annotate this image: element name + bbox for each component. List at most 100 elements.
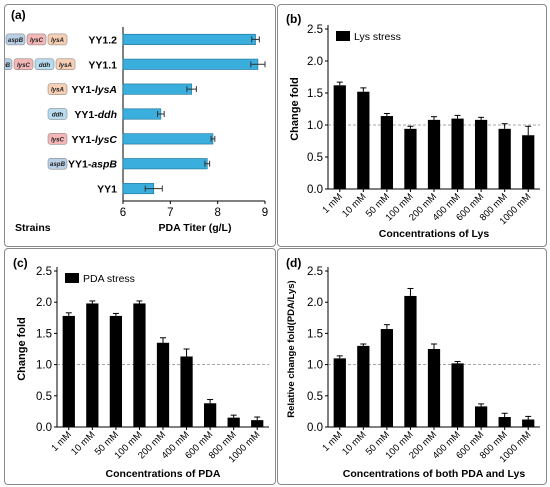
x-tick-label-10-mm: 10 mM (340, 191, 368, 219)
y-tick-label: 2.5 (36, 266, 52, 278)
panel-label: (d) (286, 256, 301, 270)
panel-c-pda-stress-chart: (c) 0.0 0.5 1.0 1.5 2.0 2.5 Change fold 1 mM 10 m… (4, 248, 276, 485)
bar-200-mm (156, 342, 170, 427)
strains-bar-chart: (a) 6 7 8 9 Strains PDA Titer (g/L) YY1.2 aspB ly… (5, 8, 268, 234)
x-axis-title: Concentrations of Lys (379, 228, 490, 240)
bar-100-mm (133, 303, 146, 427)
y-axis-title: Relative change fold(PDA/Lys) (286, 280, 297, 417)
strain-label-yy1: YY1 (97, 184, 117, 196)
bar-yy1-lysa (122, 83, 192, 95)
relative-change-bar-chart: (d) 0.0 0.5 1.0 1.5 2.0 2.5 Relative change fol… (286, 256, 540, 480)
y-axis-title: Change fold (16, 317, 28, 381)
bar-10-mm (86, 303, 99, 427)
strain-gene: aspB (91, 159, 117, 171)
bar-200-mm (427, 349, 441, 427)
gene-tag-label-ddh: ddh (39, 62, 51, 69)
bar-yy1-aspb (122, 158, 208, 170)
gene-tag-label-lysC: lysC (17, 62, 31, 69)
y-tick-label: 0.5 (307, 391, 323, 403)
strain-prefix: YY1- (71, 134, 95, 146)
bar-400-mm (180, 356, 193, 427)
panel-label: (a) (11, 8, 26, 22)
bar-100-mm (404, 128, 417, 189)
strain-label-yy1-ddh: YY1-ddh (74, 109, 117, 121)
gene-tag-ddh (34, 58, 55, 71)
legend-swatch (65, 273, 79, 283)
y-tick-label: 0.5 (36, 391, 52, 403)
gene-tag-aspB (5, 33, 26, 46)
bar-10-mm (357, 345, 370, 427)
strain-label-yy1-lysa: YY1-lysA (71, 84, 117, 96)
x-axis-title: PDA Titer (g/L) (159, 222, 232, 234)
gene-tag-label-ddh: ddh (52, 112, 64, 119)
bar-yy1-lysc (122, 133, 214, 145)
bar-400-mm (451, 118, 464, 189)
bar-800-mm (498, 128, 511, 189)
y-tick-label: 1.0 (36, 360, 52, 372)
gene-tag-label-lysA: lysA (51, 87, 65, 94)
y-tick-label: 2.5 (307, 266, 323, 278)
bar-600-mm (203, 403, 217, 427)
gene-tag-lysC (13, 58, 34, 71)
gene-tag-label-aspB: aspB (8, 37, 24, 44)
x-tick-label: 6 (120, 207, 126, 219)
bar-800-mm (498, 417, 511, 427)
x-tick-label: 9 (262, 207, 268, 219)
legend-swatch (336, 31, 350, 41)
bar-50-mm (380, 329, 394, 427)
gene-tag-label-lysA: lysA (51, 37, 65, 44)
panel-b-lys-stress-chart: (b) 0.0 0.5 1.0 1.5 2.0 2.5 Change fold 1 mM 10 m… (277, 4, 547, 247)
y-tick-label: 0.0 (36, 422, 52, 434)
y-tick-label: 1.5 (307, 328, 323, 340)
gene-tag-lysA (47, 83, 68, 95)
bar-1000-mm (522, 419, 535, 427)
strain-label-yy1-1: YY1.1 (88, 59, 117, 71)
y-tick-label: 0.0 (307, 422, 323, 434)
gene-tag-lysC (47, 133, 68, 145)
y-tick-label: 1.5 (307, 88, 323, 100)
gene-tag-label-lysC: lysC (51, 136, 65, 143)
legend-label: PDA stress (83, 273, 135, 285)
bar-400-mm (451, 363, 464, 427)
strain-prefix: YY1- (71, 84, 95, 96)
bar-50-mm (380, 116, 394, 189)
panel-label: (c) (13, 256, 28, 270)
gene-tag-label-lysA: lysA (59, 62, 73, 69)
gene-tag-label-aspB: aspB (50, 161, 66, 168)
strain-label-yy1-2: YY1.2 (88, 34, 117, 46)
bar-200-mm (427, 119, 441, 189)
y-tick-label: 2.0 (36, 297, 52, 309)
gene-tag-label-lysC: lysC (30, 37, 44, 44)
bar-1-mm (333, 85, 346, 189)
bar-yy1-2 (122, 33, 256, 45)
gene-tag-lysA (47, 33, 68, 46)
y-tick-label: 0.0 (307, 184, 323, 196)
y-tick-label: 2.0 (307, 56, 323, 68)
bar-1-mm (333, 358, 346, 427)
strain-prefix: YY1- (68, 159, 92, 171)
bar-yy1-1 (122, 58, 259, 70)
bar-1000-mm (522, 135, 535, 189)
y-tick-label: 1.0 (307, 360, 323, 372)
gene-tag-label-aspB: aspB (5, 62, 11, 69)
x-tick-label: 7 (167, 207, 173, 219)
y-axis-title: Change fold (289, 77, 301, 141)
bar-600-mm (474, 406, 488, 427)
strain-gene: lysA (95, 84, 117, 96)
panel-label: (b) (286, 12, 301, 26)
bar-800-mm (227, 417, 240, 427)
panel-d-relative-change-chart: (d) 0.0 0.5 1.0 1.5 2.0 2.5 Relative change fol… (277, 248, 547, 485)
gene-tag-lysA (55, 58, 76, 71)
bar-10-mm (357, 91, 370, 189)
gene-tag-aspB (5, 58, 13, 71)
legend-label: Lys stress (354, 31, 401, 43)
gene-tag-aspB (47, 157, 68, 170)
gene-tag-ddh (47, 108, 68, 120)
bar-50-mm (109, 315, 123, 427)
y-tick-label: 2.5 (307, 24, 323, 36)
bar-1-mm (62, 315, 75, 427)
x-axis-title: Concentrations of PDA (106, 468, 221, 480)
strain-prefix: YY1- (74, 109, 98, 121)
y-tick-label: 1.0 (307, 120, 323, 132)
